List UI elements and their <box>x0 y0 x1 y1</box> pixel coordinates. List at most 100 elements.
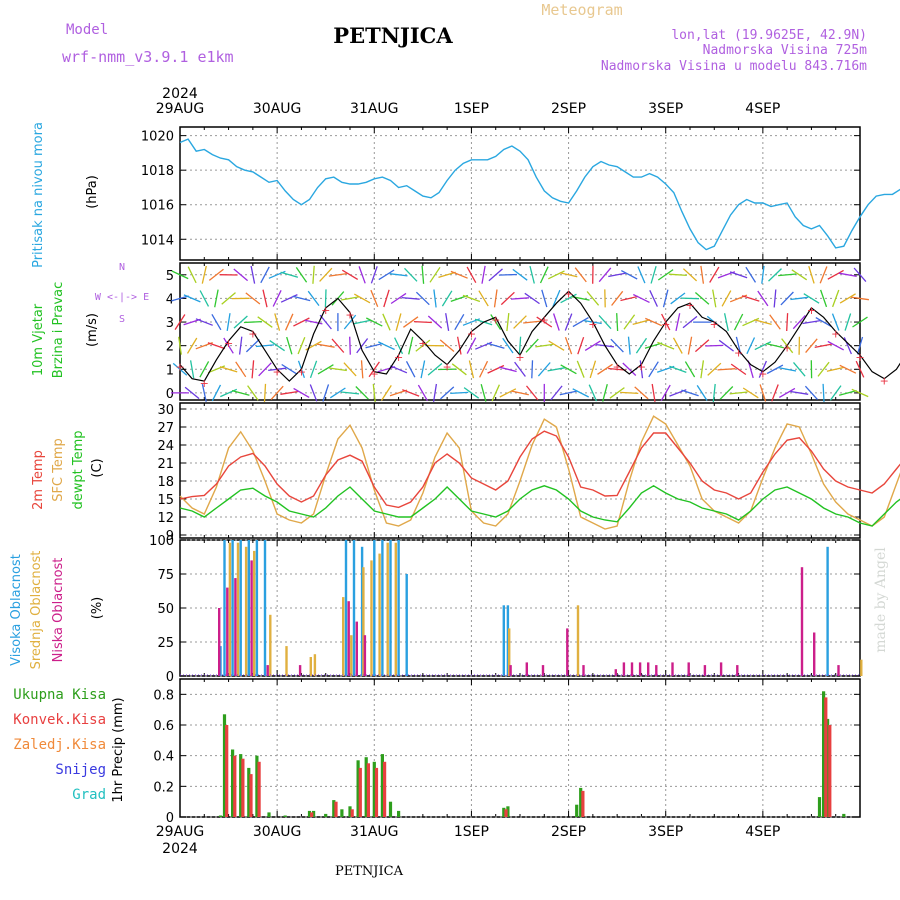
konvek-label: Konvek.Kisa <box>13 712 106 728</box>
ukupna-bar <box>307 810 312 817</box>
wind-arrow <box>657 341 675 350</box>
wind-marker: + <box>564 287 573 300</box>
wind-arrow <box>536 316 553 328</box>
wind-arrow <box>312 265 315 284</box>
wind-arrow <box>855 360 865 378</box>
srednja-bar <box>309 657 312 676</box>
wind-marker: + <box>855 351 864 364</box>
konvek-bar <box>366 763 370 817</box>
ukupna-bar <box>255 755 259 817</box>
visoka-bar <box>360 546 364 676</box>
x-tick-label: 3SEP <box>648 101 683 117</box>
wind-arrow <box>572 388 589 398</box>
visoka-bar <box>373 540 376 676</box>
wind-arrow <box>255 344 275 348</box>
wind-arrow <box>537 362 551 377</box>
ukupna-bar <box>332 800 336 817</box>
wind-arrow <box>766 364 784 375</box>
ukupna-bar <box>388 801 393 817</box>
wind-arrow <box>463 387 480 399</box>
wind-arrow <box>623 314 636 330</box>
wind-arrow <box>805 338 818 354</box>
wind-arrow <box>778 387 796 398</box>
wind-marker: + <box>224 337 233 350</box>
wind-arrow <box>635 337 648 354</box>
wind-arrow <box>729 391 748 395</box>
wind-arrow <box>478 290 489 307</box>
ukupna-bar <box>247 767 251 817</box>
wind-arrow <box>831 289 840 308</box>
wind-arrow <box>721 290 732 307</box>
x-tick-label: 2SEP <box>551 824 586 840</box>
wind-marker: + <box>394 351 403 364</box>
ukupna-bar <box>356 760 360 817</box>
wind-arrow <box>718 339 734 352</box>
wind-arrow <box>804 385 818 401</box>
niska-bar <box>671 662 674 676</box>
ukupna-bar <box>506 806 510 817</box>
wind-arrow <box>814 343 833 349</box>
wind-arrow <box>331 338 345 353</box>
wind-arrow <box>195 318 213 326</box>
niska-bar <box>250 560 253 676</box>
wind-arrow <box>247 385 259 401</box>
wind-arrow <box>174 314 186 330</box>
wind-speed-line <box>179 290 900 382</box>
x-tick-label: 4SEP <box>745 824 780 840</box>
pressure-label: Pritisak na nivou mora <box>31 122 46 268</box>
wind-arrow <box>733 313 744 331</box>
srednja-bar <box>350 635 353 676</box>
wind-arrow <box>634 386 649 400</box>
ukupna-label: Ukupna Kisa <box>13 687 106 703</box>
konvek-bar <box>824 697 828 817</box>
wind-arrow <box>490 314 502 330</box>
wind-marker: + <box>370 368 379 381</box>
srednja-bar <box>244 546 248 676</box>
wind-arrow <box>370 266 378 284</box>
srednja-bar <box>253 550 256 676</box>
wind-arrow <box>219 366 238 373</box>
wind-arrow <box>639 360 644 379</box>
konvek-bar <box>334 801 338 817</box>
visoka-bar <box>239 540 242 676</box>
wind-arrow <box>584 340 601 351</box>
niska-bar <box>347 601 350 676</box>
wind-marker: + <box>685 299 694 312</box>
wind-arrow <box>292 295 311 302</box>
wind-arrow <box>552 313 560 331</box>
ukupna-bar <box>372 761 376 817</box>
panel-frame <box>179 402 861 539</box>
wind-arrow <box>493 289 498 308</box>
wind-arrow <box>201 265 207 284</box>
wind-arrow <box>680 297 700 300</box>
wind-arrow <box>488 268 503 282</box>
wind-arrow <box>745 266 757 283</box>
wind-arrow <box>260 266 270 284</box>
ukupna-bar <box>579 787 583 817</box>
wind-arrow <box>270 385 284 401</box>
wind-marker: + <box>637 361 646 374</box>
ukupna-bar <box>267 812 271 817</box>
wind-arrow <box>559 390 578 396</box>
wind-arrow <box>286 336 293 355</box>
x-tick-label: 4SEP <box>745 101 780 117</box>
credit-label: made by Angel <box>873 547 889 653</box>
wind-arrow <box>451 363 467 376</box>
wind-arrow <box>761 265 765 284</box>
wind-arrow <box>564 313 573 331</box>
wind-arrow <box>377 366 396 373</box>
wind-arrow <box>468 360 475 379</box>
wind-arrow <box>427 363 443 376</box>
wind-arrow <box>851 388 869 398</box>
wind-arrow <box>402 389 420 397</box>
konvek-bar <box>310 812 314 817</box>
ukupna-bar <box>239 754 243 817</box>
x-tick-label: 30AUG <box>253 101 302 117</box>
wind-marker: + <box>540 313 549 326</box>
visoka-bar <box>389 540 392 676</box>
wind-marker: + <box>758 368 767 381</box>
altitude-label: Nadmorska Visina 725m <box>703 43 868 58</box>
niska-bar <box>355 621 358 676</box>
wind-arrow <box>322 384 330 402</box>
srednja-bar <box>269 614 272 676</box>
